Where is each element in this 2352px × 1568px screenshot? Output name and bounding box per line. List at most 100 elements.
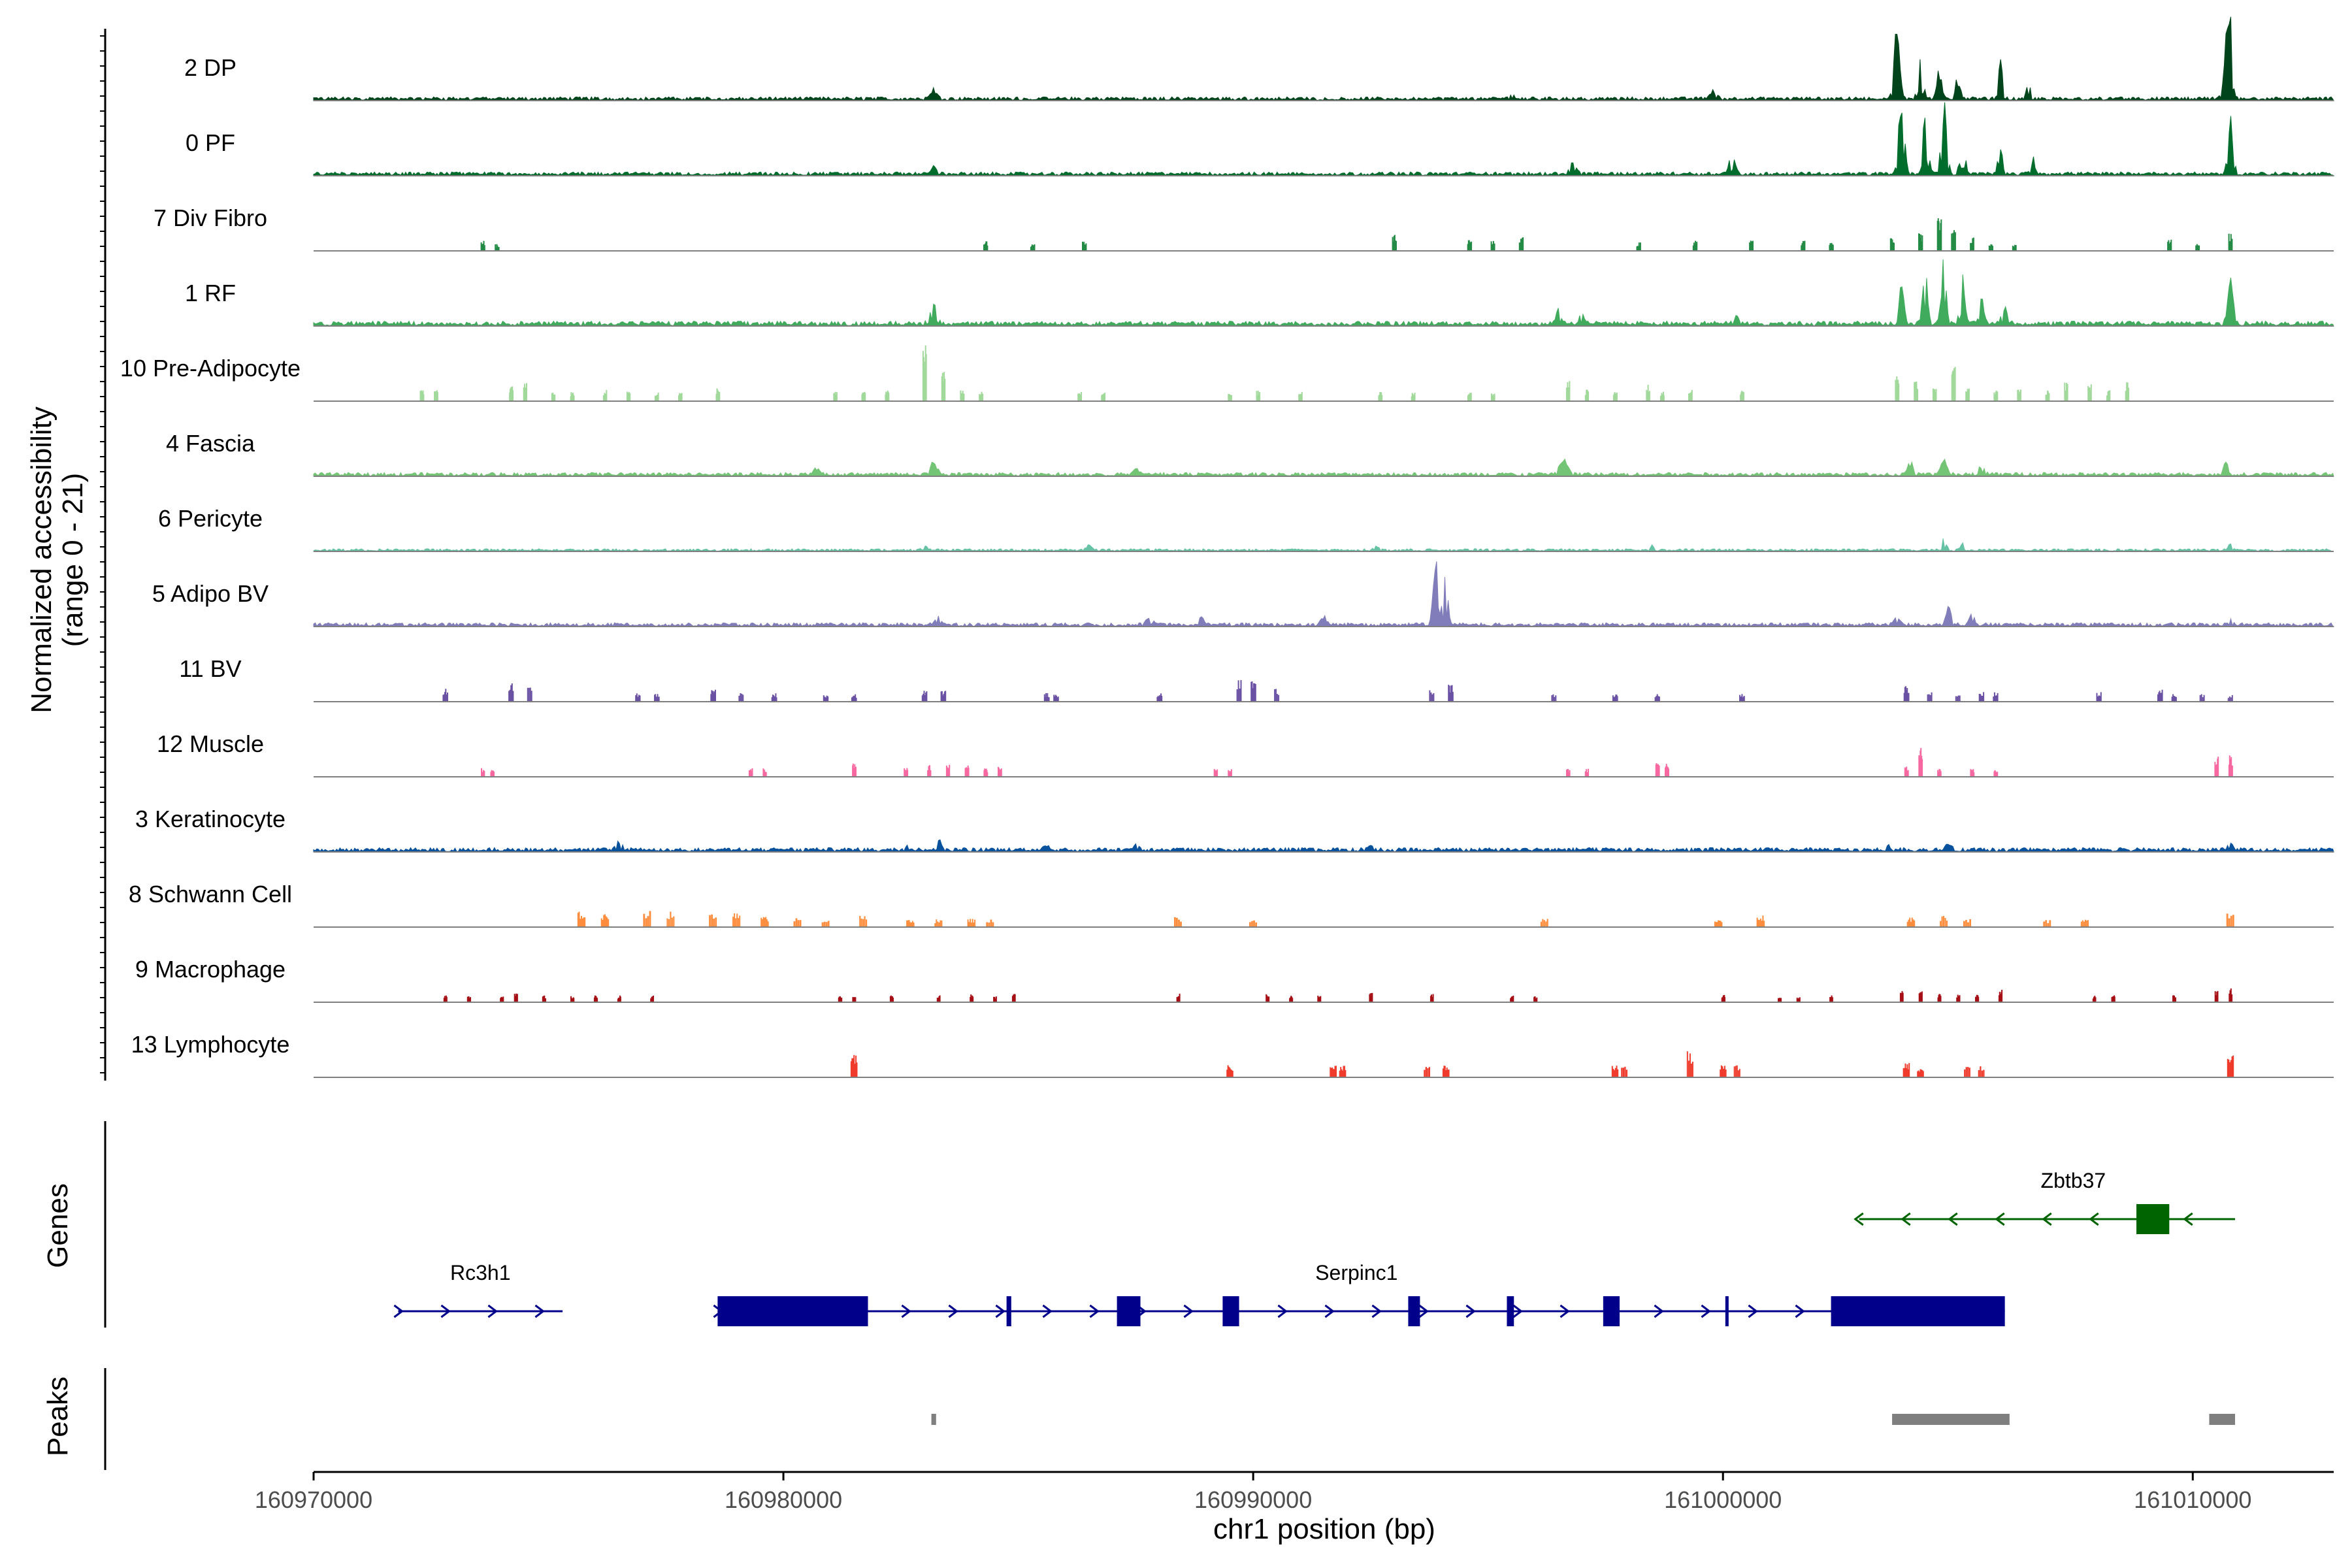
coverage-bar xyxy=(2168,240,2170,251)
coverage-bar xyxy=(1545,921,1547,927)
coverage-bar xyxy=(1392,237,1394,251)
coverage-bar xyxy=(1983,692,1985,702)
exon xyxy=(1006,1296,1011,1326)
coverage-bar xyxy=(1801,245,1803,251)
coverage-bar xyxy=(1832,244,1834,251)
coverage-bar xyxy=(1749,242,1751,251)
coverage-bar xyxy=(1332,1069,1334,1077)
coverage-bar xyxy=(1921,235,1923,251)
coverage-bar xyxy=(941,372,943,401)
coverage-bar xyxy=(1566,387,1567,401)
coverage-bar xyxy=(767,921,769,927)
coverage-bar xyxy=(2106,395,2108,401)
coverage-bar xyxy=(1231,1070,1233,1077)
coverage-bar xyxy=(1804,240,1806,251)
y-axis-label-range: (range 0 - 21) xyxy=(57,473,89,647)
coverage-bar xyxy=(1258,394,1260,401)
coverage-bar xyxy=(1239,688,1241,702)
coverage-bar xyxy=(719,391,721,401)
coverage-bar xyxy=(2228,233,2230,251)
coverage-bar xyxy=(1909,917,1911,927)
peaks-panel-label: Peaks xyxy=(42,1377,74,1456)
coverage-bar xyxy=(524,384,526,401)
coverage-bar xyxy=(1536,997,1538,1002)
coverage-bar xyxy=(943,691,945,702)
coverage-bar xyxy=(1617,1069,1619,1077)
coverage-bar xyxy=(985,243,987,251)
coverage-bar xyxy=(1940,921,1942,927)
coverage-bar xyxy=(1780,998,1782,1002)
coverage-bar xyxy=(1053,694,1055,702)
coverage-bar xyxy=(1656,696,1658,702)
coverage-bar xyxy=(2170,242,2171,251)
coverage-bar xyxy=(1893,242,1895,251)
coverage-bar xyxy=(710,694,712,702)
strand-arrow xyxy=(1512,1304,1523,1318)
coverage-bar xyxy=(1970,242,1972,251)
coverage-bar xyxy=(1954,367,1956,401)
coverage-bar xyxy=(1721,922,1723,927)
coverage-bar xyxy=(2161,693,2163,702)
peak-region xyxy=(1892,1414,2010,1425)
coverage-bar xyxy=(2019,389,2021,401)
coverage-bar xyxy=(888,393,890,401)
coverage-bar xyxy=(1940,996,1942,1002)
coverage-bar xyxy=(600,918,602,927)
coverage-bar xyxy=(531,691,532,702)
coverage-bar xyxy=(909,922,911,927)
coverage-bar xyxy=(864,916,866,927)
strand-arrow xyxy=(1901,1212,1911,1226)
exon xyxy=(2136,1204,2170,1234)
exon xyxy=(1222,1296,1239,1326)
coverage-bar xyxy=(1228,770,1230,777)
coverage-bar xyxy=(1043,694,1045,702)
coverage-bar xyxy=(1942,916,1945,927)
coverage-bar xyxy=(853,696,855,702)
coverage-bar xyxy=(1471,241,1473,251)
coverage-bar xyxy=(1928,694,1930,702)
coverage-bar xyxy=(2066,382,2068,401)
coverage-bar xyxy=(2085,920,2087,927)
coverage-bar xyxy=(573,998,575,1002)
track-11 xyxy=(313,839,2334,853)
coverage-bar xyxy=(1742,696,1744,702)
peak-region xyxy=(2209,1414,2235,1425)
coverage-bar xyxy=(2080,921,2082,927)
coverage-bar xyxy=(854,1064,856,1077)
coverage-bar xyxy=(1230,395,1232,401)
coverage-bar xyxy=(1292,998,1294,1002)
coverage-bar xyxy=(864,393,866,401)
x-tick-label: 161010000 xyxy=(2134,1486,2251,1513)
coverage-bar xyxy=(1964,1069,1966,1077)
coverage-bar xyxy=(2229,990,2231,1002)
coverage-bar xyxy=(1226,1070,1228,1077)
track-label: 7 Div Fibro xyxy=(154,204,267,231)
coverage-bar xyxy=(715,689,716,702)
strand-arrow xyxy=(1748,1304,1758,1318)
coverage-bar xyxy=(1939,769,1941,777)
coverage-bar xyxy=(1963,921,1965,927)
track-label: 12 Muscle xyxy=(157,730,264,757)
coverage-bar xyxy=(1829,243,1831,251)
coverage-bar xyxy=(943,382,944,401)
coverage-bar xyxy=(527,687,529,702)
coverage-bar xyxy=(2227,698,2229,702)
coverage-bar xyxy=(1725,1070,1727,1077)
coverage-bar xyxy=(947,768,949,777)
coverage-bar xyxy=(2231,994,2233,1002)
coverage-bar xyxy=(1904,1063,1906,1077)
coverage-bar xyxy=(627,393,629,401)
coverage-bar xyxy=(1034,244,1036,251)
coverage-bar xyxy=(1047,696,1049,702)
coverage-bar xyxy=(1934,389,1936,401)
coverage-bar xyxy=(772,694,774,702)
coverage-bar xyxy=(1424,1070,1426,1077)
coverage-bar xyxy=(855,697,857,702)
coverage-bar xyxy=(1431,994,1433,1002)
track-12 xyxy=(314,911,2334,928)
coverage-bar xyxy=(2094,996,2096,1002)
coverage-bar xyxy=(1014,994,1016,1002)
coverage-bar xyxy=(2170,239,2172,251)
coverage-bar xyxy=(1586,389,1588,401)
coverage-bar xyxy=(925,693,927,702)
